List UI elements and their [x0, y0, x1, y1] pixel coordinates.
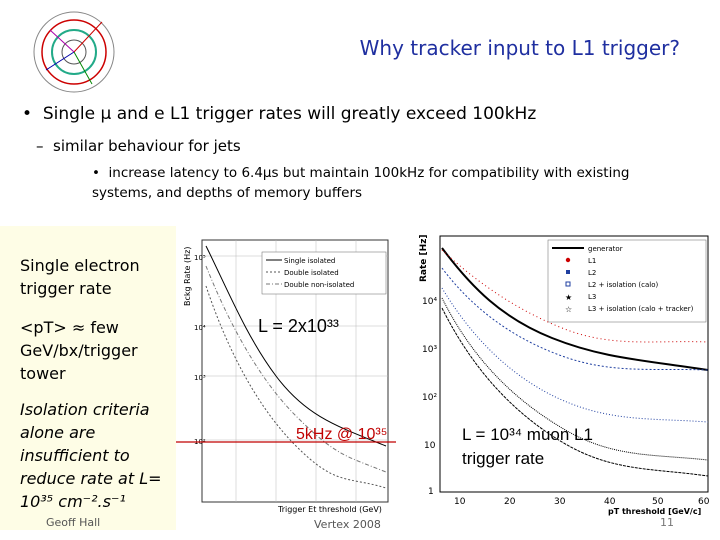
curve-l3 [441, 297, 709, 461]
annotation-rate: 5kHz @ 10³⁵ [296, 426, 388, 443]
legend-right-0: generator [588, 245, 623, 253]
side-text-pt: <pT> ≈ few GeV/bx/trigger tower [20, 318, 138, 383]
footer-author: Geoff Hall [46, 516, 101, 529]
bullet-level2: – similar behaviour for jets [36, 137, 241, 155]
curve-double-nonisolated [205, 265, 387, 473]
plot-right-xlabel: pT threshold [GeV/c] [608, 507, 701, 516]
legend-left-1: Double isolated [284, 269, 339, 277]
ytick-10-r: 10 [424, 441, 436, 451]
side-panel [0, 226, 176, 530]
legend-right-4: L3 [588, 293, 596, 301]
annotation-muon: L = 10³⁴ muon L1 trigger rate [462, 425, 593, 468]
legend-right-3: L2 + isolation (calo) [588, 281, 659, 289]
plot-left-xlabel: Trigger Et threshold (GeV) [277, 505, 382, 514]
legend-left-0: Single isolated [284, 257, 335, 265]
plot-right-ylabel: Rate [Hz] [419, 234, 429, 282]
bullet-level1: • Single μ and e L1 trigger rates will g… [22, 104, 537, 124]
footer-conference: Vertex 2008 [314, 518, 381, 531]
xtick-10: 10 [454, 497, 466, 507]
ytick-1e2-r: 10² [422, 393, 437, 403]
plot-left-ylabel: Bckg Rate (Hz) [183, 247, 192, 306]
side-text-electron-rate: Single electron trigger rate [20, 256, 140, 298]
bullet-level3: • increase latency to 6.4μs but maintain… [92, 165, 630, 201]
curve-l1 [441, 249, 709, 343]
xtick-30: 30 [554, 497, 566, 507]
xtick-60: 60 [698, 497, 710, 507]
curve-l3-iso [441, 307, 709, 477]
ytick-1e4: 10⁴ [194, 324, 206, 332]
slide-title: Why tracker input to L1 trigger? [359, 36, 680, 60]
svg-text:★: ★ [565, 293, 572, 302]
curve-l2 [441, 267, 709, 371]
ytick-1e5: 10⁵ [194, 254, 206, 262]
legend-right-2: L2 [588, 269, 596, 277]
curve-generator [441, 247, 709, 371]
curve-l2-iso [441, 287, 709, 423]
svg-text:☆: ☆ [565, 305, 572, 314]
ytick-1e3-r: 10³ [422, 345, 437, 355]
electron-rate-plot: Bckg Rate (Hz) 10⁵ 10⁴ 10³ 10² Trigger E… [176, 226, 396, 516]
event-display-logo [33, 11, 115, 93]
annotation-lumi: L = 2x10³³ [258, 316, 339, 336]
xtick-50: 50 [652, 497, 664, 507]
legend-left-2: Double non-isolated [284, 281, 354, 289]
side-text-isolation: Isolation criteria alone are insufficien… [20, 400, 162, 511]
page-number: 11 [660, 516, 674, 529]
ytick-1e4-r: 10⁴ [422, 297, 437, 307]
muon-rate-plot: Rate [Hz] 10⁴ 10³ 10² 10 1 10 20 30 40 5… [412, 228, 716, 518]
ytick-1e3: 10³ [194, 374, 206, 382]
legend-right-1: L1 [588, 257, 596, 265]
xtick-40: 40 [604, 497, 616, 507]
curve-single-isolated [205, 245, 387, 447]
xtick-20: 20 [504, 497, 516, 507]
legend-right-5: L3 + isolation (calo + tracker) [588, 305, 694, 313]
ytick-1-r: 1 [428, 487, 434, 497]
curve-double-isolated [205, 285, 387, 489]
